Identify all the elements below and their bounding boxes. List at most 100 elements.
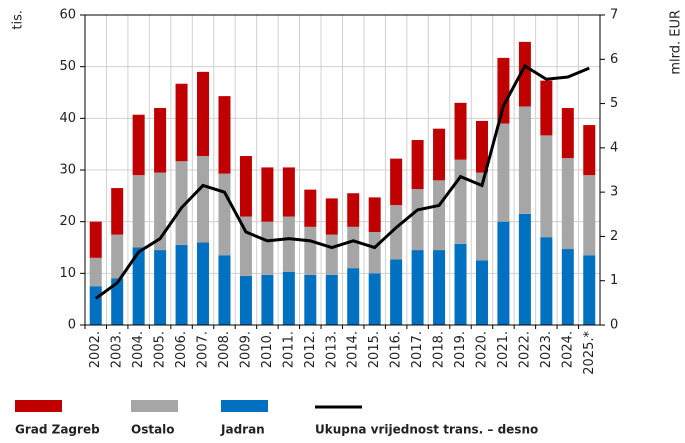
bar-segment xyxy=(561,249,574,325)
x-tick-label: 2009. xyxy=(238,331,253,368)
bar-segment xyxy=(175,244,188,325)
y-axis-label: tis. xyxy=(11,10,26,30)
bar-segment xyxy=(583,175,596,256)
y2-tick-label: 3 xyxy=(610,185,618,200)
bar-segment xyxy=(282,271,295,325)
bar-segment xyxy=(197,156,210,243)
y-tick-label: 60 xyxy=(59,8,76,23)
bar-segment xyxy=(282,216,295,272)
bar-segment xyxy=(583,125,596,176)
bar-segment xyxy=(475,260,488,325)
bar-segment xyxy=(325,274,338,325)
x-tick-label: 2007. xyxy=(196,331,211,368)
bar-segment xyxy=(454,102,467,160)
bar-segment xyxy=(197,242,210,325)
bar-segment xyxy=(433,250,446,325)
bar-segment xyxy=(411,189,424,251)
x-tick-label: 2013. xyxy=(324,331,339,368)
bar-segment xyxy=(390,259,403,325)
x-tick-label: 2019. xyxy=(453,331,468,368)
bar-segment xyxy=(390,205,403,260)
y-tick-label: 30 xyxy=(59,163,76,178)
line-series xyxy=(94,63,590,300)
y-tick-label: 0 xyxy=(68,318,76,333)
bar-segment xyxy=(325,198,338,235)
bar-segment xyxy=(175,83,188,162)
bar-segment xyxy=(368,232,381,274)
legend-swatch xyxy=(15,400,62,412)
bar-segment xyxy=(433,128,446,181)
y2-tick-label: 1 xyxy=(610,273,618,288)
legend-swatch xyxy=(221,400,268,412)
x-tick-label: 2003. xyxy=(110,331,125,368)
y-tick-label: 20 xyxy=(59,214,76,229)
bar-segment xyxy=(154,250,167,325)
x-tick-label: 2025.* xyxy=(582,331,597,375)
bar-segment xyxy=(218,173,231,256)
legend-label: Ostalo xyxy=(131,423,175,437)
bar-segment xyxy=(518,213,531,325)
bar-segment xyxy=(111,188,124,235)
x-tick-label: 2014. xyxy=(346,331,361,368)
bar-segment xyxy=(497,123,510,222)
bar-segment xyxy=(261,221,274,275)
bar-segment xyxy=(475,172,488,261)
bar-segment xyxy=(561,158,574,250)
bar-segment xyxy=(454,243,467,325)
bar-segment xyxy=(325,234,338,275)
bar-segment xyxy=(132,247,145,325)
bar-segment xyxy=(433,180,446,251)
bar-segment xyxy=(497,57,510,124)
bar-segment xyxy=(89,221,102,258)
bar-segment xyxy=(239,275,252,325)
bar-segment xyxy=(304,226,317,275)
y2-tick-label: 4 xyxy=(610,140,618,155)
legend-label: Grad Zagreb xyxy=(15,423,100,437)
x-tick-label: 2005. xyxy=(153,331,168,368)
bar-segment xyxy=(540,237,553,325)
bar-segment xyxy=(368,197,381,232)
bar-segment xyxy=(390,158,403,206)
x-tick-label: 2012. xyxy=(303,331,318,368)
bar-segment xyxy=(89,257,102,287)
y2-tick-label: 6 xyxy=(610,52,618,67)
x-tick-label: 2010. xyxy=(260,331,275,368)
bar-segment xyxy=(518,41,531,107)
bar-segment xyxy=(111,234,124,279)
bar-segment xyxy=(282,167,295,217)
bar-segment xyxy=(540,135,553,238)
bar-segment xyxy=(347,268,360,325)
y2-tick-label: 7 xyxy=(610,8,618,23)
bar-segment xyxy=(304,189,317,227)
bar-segment xyxy=(411,140,424,190)
x-tick-label: 2017. xyxy=(410,331,425,368)
bar-segment xyxy=(89,286,102,325)
bar-segment xyxy=(304,274,317,325)
bar-segment xyxy=(368,273,381,325)
plot-frame xyxy=(84,14,601,326)
bar-segment xyxy=(261,167,274,222)
x-tick-label: 2002. xyxy=(88,331,103,368)
legend-label: Ukupna vrijednost trans. – desno xyxy=(315,423,538,437)
bar-segment xyxy=(132,175,145,248)
bar-segment xyxy=(154,108,167,173)
y2-tick-label: 2 xyxy=(610,229,618,244)
bar-segment xyxy=(239,216,252,276)
x-tick-label: 2022. xyxy=(517,331,532,368)
bar-segment xyxy=(347,193,360,227)
bar-segment xyxy=(561,108,574,159)
legend-label: Jadran xyxy=(220,423,265,437)
x-tick-label: 2020. xyxy=(474,331,489,368)
bar-segment xyxy=(347,226,360,269)
bar-segment xyxy=(197,71,210,157)
y-tick-label: 50 xyxy=(59,59,76,74)
x-tick-label: 2018. xyxy=(432,331,447,368)
bar-segment xyxy=(175,161,188,245)
x-tick-label: 2023. xyxy=(539,331,554,368)
bar-segment xyxy=(218,96,231,174)
y2-tick-label: 0 xyxy=(610,318,618,333)
bar-segment xyxy=(111,278,124,325)
x-tick-label: 2006. xyxy=(174,331,189,368)
bar-segment xyxy=(132,114,145,176)
bar-segment xyxy=(218,255,231,325)
